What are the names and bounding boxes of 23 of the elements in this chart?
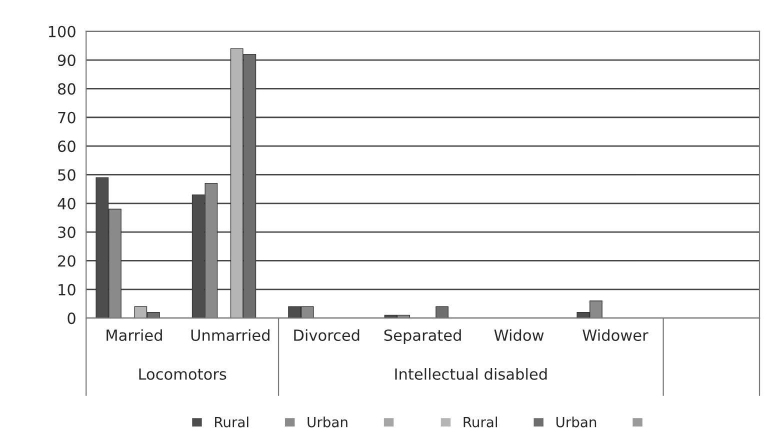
x-tick-label: Separated [384,329,461,344]
y-tick-label: 90 [58,54,76,66]
y-tick-label: 50 [58,169,76,181]
y-tick-label: 60 [58,140,76,152]
legend-label: Rural [215,416,248,428]
y-tick-label: 70 [58,112,76,124]
y-tick-label: 30 [58,226,76,238]
y-tick-label: 100 [48,26,76,38]
legend-label: Urban [308,416,348,428]
y-tick-label: 0 [68,312,76,324]
x-tick-label: Unmarried [191,329,270,342]
text: Locomotors [139,368,226,380]
x-tick-label: Married [106,329,162,342]
x-tick-label: Divorced [294,329,360,342]
legend-label: Rural [464,416,498,428]
x-tick-label: Widow [494,329,544,342]
text: Intellectual disabled [395,368,547,380]
legend-label: Urban [556,416,596,428]
x-tick-label: Widower [582,329,648,342]
y-tick-label: 20 [58,255,76,267]
y-tick-label: 40 [58,198,76,210]
y-tick-label: 80 [58,83,76,95]
y-tick-label: 10 [58,284,76,296]
